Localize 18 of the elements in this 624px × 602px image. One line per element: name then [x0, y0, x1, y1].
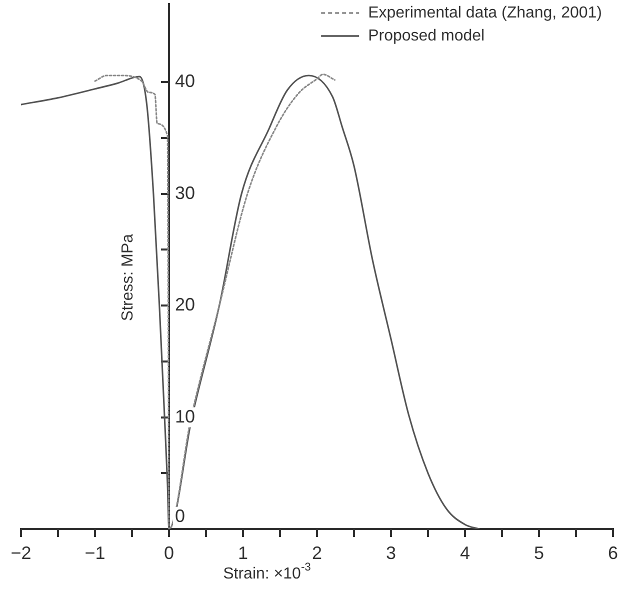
- y-tick-label: 0: [175, 506, 186, 526]
- x-tick-label: −1: [84, 542, 106, 563]
- x-tick-label: 3: [386, 542, 396, 563]
- y-tick-label: 20: [175, 294, 196, 315]
- y-tick-label: 10: [175, 406, 196, 426]
- x-tick-label: 1: [238, 542, 248, 563]
- x-tick-label: 5: [534, 542, 544, 563]
- line-series: [21, 74, 480, 529]
- y-tick-label: 40: [175, 71, 196, 92]
- x-tick-label: 4: [460, 542, 470, 563]
- x-tick-label: 2: [312, 542, 322, 563]
- x-tick-label: 6: [608, 542, 618, 563]
- line-series: [94, 74, 336, 529]
- y-axis-title: Stress: MPa: [119, 234, 136, 322]
- legend-label: Proposed model: [368, 27, 485, 44]
- legend-label: Experimental data (Zhang, 2001): [368, 4, 602, 22]
- x-tick-label: −2: [10, 542, 32, 563]
- y-tick-label: 30: [175, 182, 196, 203]
